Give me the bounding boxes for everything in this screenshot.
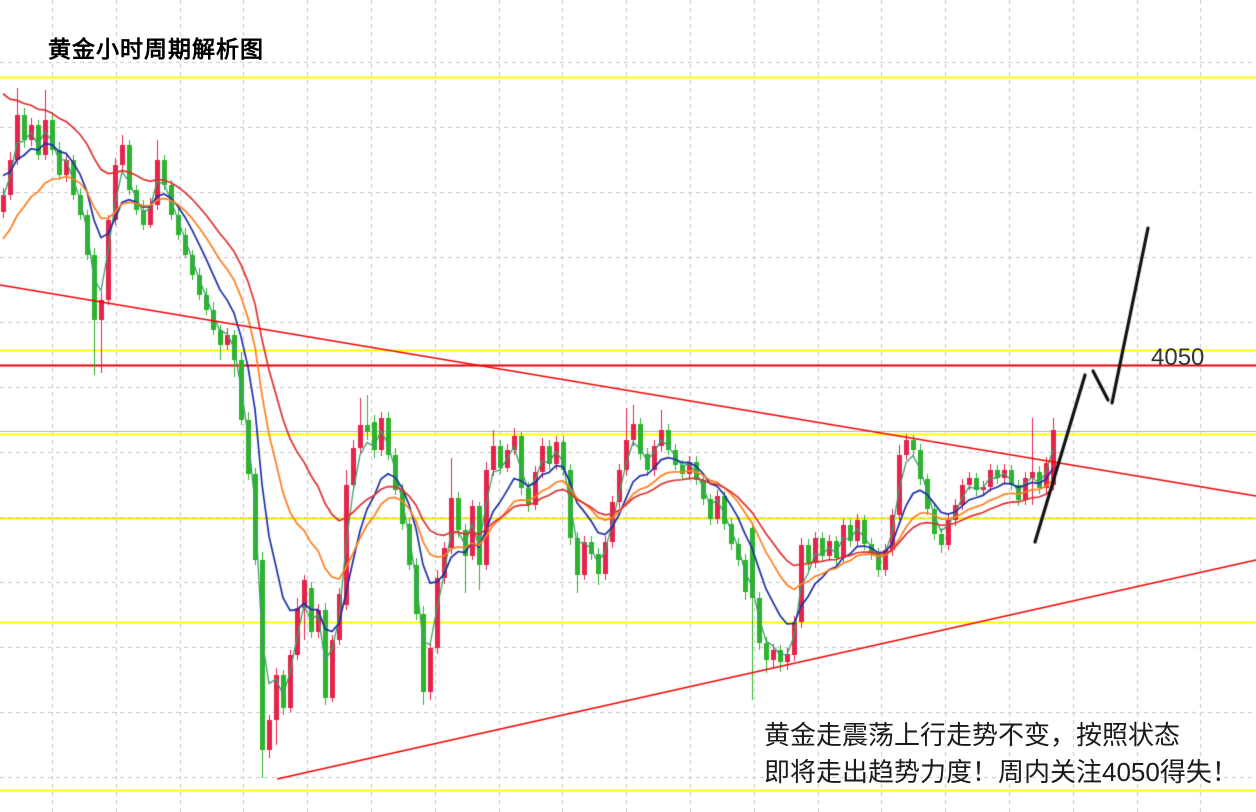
analysis-note-line2: 即将走出趋势力度！周内关注4050得失！ [764, 757, 1238, 787]
analysis-note: 黄金走震荡上行走势不变，按照状态 即将走出趋势力度！周内关注4050得失！ [764, 717, 1238, 791]
price-level-label: 4050 [1151, 344, 1205, 371]
chart-title: 黄金小时周期解析图 [48, 36, 264, 62]
analysis-note-line1: 黄金走震荡上行走势不变，按照状态 [764, 720, 1181, 750]
